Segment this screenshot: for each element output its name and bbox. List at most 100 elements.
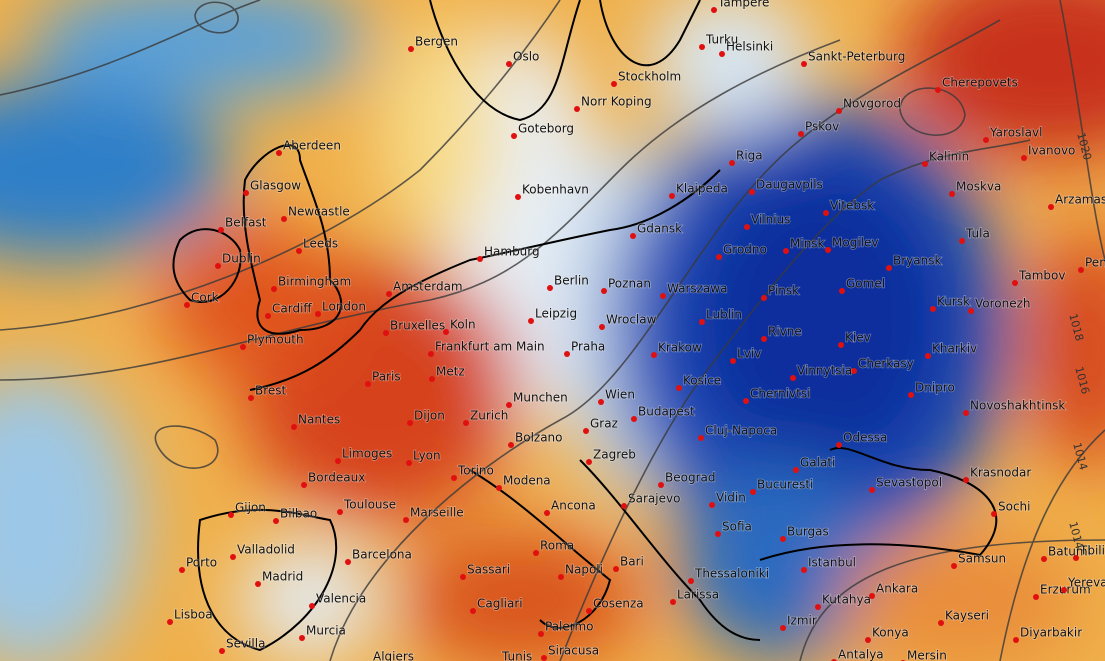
city-label: Vilnius xyxy=(751,213,790,227)
city-label: Madrid xyxy=(262,570,303,584)
city-dot xyxy=(583,428,589,434)
city-label: Dublin xyxy=(222,252,261,266)
city-label: Ivanovo xyxy=(1028,144,1075,158)
city-dot xyxy=(761,336,767,342)
city-dot xyxy=(631,416,637,422)
city-dot xyxy=(935,87,941,93)
city-dot xyxy=(925,353,931,359)
city-dot xyxy=(547,285,553,291)
city-label: Sevilla xyxy=(226,637,265,651)
city-dot xyxy=(744,224,750,230)
city-label: London xyxy=(322,300,366,314)
city-label: Hamburg xyxy=(484,245,540,259)
city-label: Brest xyxy=(255,384,287,398)
city-dot xyxy=(443,329,449,335)
city-dot xyxy=(406,460,412,466)
city-label: Bruxelles xyxy=(390,319,445,333)
city-label: Chernivtsi xyxy=(750,387,810,401)
city-dot xyxy=(730,358,736,364)
city-dot xyxy=(315,311,321,317)
city-label: Torino xyxy=(457,464,494,478)
city-dot xyxy=(963,477,969,483)
city-label: Vidin xyxy=(716,491,746,505)
city-label: Antalya xyxy=(838,648,884,661)
city-label: Lisboa xyxy=(174,608,213,622)
city-dot xyxy=(688,578,694,584)
city-label: Wroclaw xyxy=(606,313,657,327)
city-dot xyxy=(676,385,682,391)
city-dot xyxy=(793,467,799,473)
city-dot xyxy=(959,238,965,244)
city-label: Konya xyxy=(872,626,909,640)
city-dot xyxy=(669,193,675,199)
city-label: Tampere xyxy=(717,0,769,10)
city-label: Graz xyxy=(590,417,618,431)
city-dot xyxy=(798,131,804,137)
city-dot xyxy=(716,254,722,260)
city-label: Kobenhavn xyxy=(522,183,589,197)
city-label: Ancona xyxy=(551,499,596,513)
city-dot xyxy=(801,61,807,67)
city-label: Diyarbakir xyxy=(1020,626,1082,640)
city-label: Sankt-Peterburg xyxy=(808,50,905,64)
city-label: Lviv xyxy=(737,347,761,361)
city-label: Gdansk xyxy=(637,222,682,236)
city-label: Poznan xyxy=(608,277,651,291)
city-label: Tbilisi xyxy=(1079,544,1105,558)
city-dot xyxy=(460,574,466,580)
city-dot xyxy=(271,286,277,292)
city-label: Sarajevo xyxy=(628,492,680,506)
city-dot xyxy=(613,566,619,572)
city-dot xyxy=(886,265,892,271)
city-dot xyxy=(621,503,627,509)
city-label: Novoshakhtinsk xyxy=(970,399,1065,413)
city-dot xyxy=(463,420,469,426)
city-dot xyxy=(991,511,997,517)
city-label: Marseille xyxy=(410,506,464,520)
city-label: Belfast xyxy=(225,216,267,230)
city-dot xyxy=(836,108,842,114)
city-label: Sassari xyxy=(467,563,510,577)
city-label: Daugavpils xyxy=(756,178,823,192)
city-dot xyxy=(451,475,457,481)
city-label: Goteborg xyxy=(518,122,574,136)
city-dot xyxy=(276,150,282,156)
city-label: Amsterdam xyxy=(393,280,463,294)
city-label: Minsk xyxy=(790,237,825,251)
city-dot xyxy=(839,288,845,294)
city-label: Frankfurt am Main xyxy=(435,340,545,354)
city-label: Mogilev xyxy=(832,236,878,250)
city-label: Zurich xyxy=(470,409,508,423)
city-dot xyxy=(699,44,705,50)
city-label: Valladolid xyxy=(237,543,295,557)
city-label: Krasnodar xyxy=(970,466,1031,480)
city-dot xyxy=(528,318,534,324)
city-dot xyxy=(869,593,875,599)
city-label: Helsinki xyxy=(726,40,773,54)
city-dot xyxy=(783,248,789,254)
city-label: Kursk xyxy=(937,295,970,309)
city-dot xyxy=(496,485,502,491)
city-label: Bergen xyxy=(415,35,458,49)
city-label: Klaipeda xyxy=(676,182,728,196)
city-label: Paris xyxy=(372,370,401,384)
city-label: Limoges xyxy=(342,447,392,461)
city-dot xyxy=(865,637,871,643)
city-dot xyxy=(823,210,829,216)
city-label: Mersin xyxy=(907,649,947,661)
city-label: Samsun xyxy=(958,552,1006,566)
city-label: Izmir xyxy=(787,614,817,628)
city-label: Arzamas xyxy=(1055,193,1105,207)
city-dot xyxy=(167,619,173,625)
city-label: Yaroslavl xyxy=(989,126,1042,140)
city-dot xyxy=(407,420,413,426)
city-label: Munchen xyxy=(513,391,568,405)
city-label: Moskva xyxy=(956,180,1001,194)
city-dot xyxy=(729,160,735,166)
city-dot xyxy=(533,550,539,556)
city-dot xyxy=(228,512,234,518)
city-dot xyxy=(544,510,550,516)
